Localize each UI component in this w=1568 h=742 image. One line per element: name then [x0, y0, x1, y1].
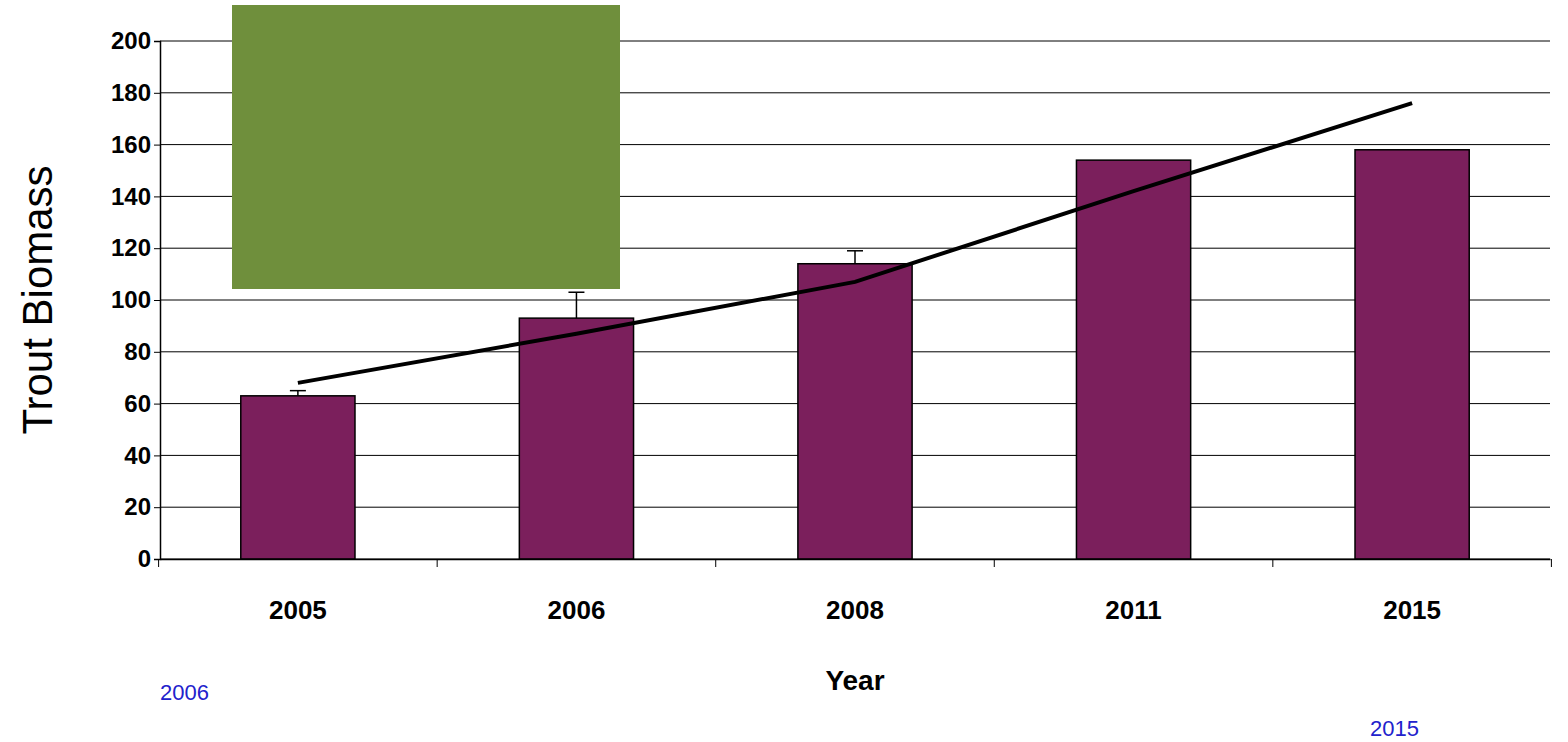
y-tick-label: 60 [124, 390, 151, 417]
x-axis-title: Year [825, 665, 884, 696]
error-whisker [297, 391, 299, 396]
x-separator [1551, 559, 1552, 567]
x-separator [437, 559, 438, 567]
x-tick: 2008 [826, 559, 884, 625]
y-tick: 120 [111, 234, 160, 261]
y-tick: 200 [111, 27, 160, 54]
x-tick-label: 2011 [1105, 595, 1161, 625]
y-tick: 60 [124, 390, 160, 417]
chart: 0204060801001201401601802002005200620082… [0, 0, 1568, 742]
y-tick: 100 [111, 286, 160, 313]
y-tick: 80 [124, 338, 160, 365]
x-tick-label: 2005 [269, 595, 327, 625]
y-tick-mark [154, 352, 160, 353]
y-tick-label: 80 [124, 338, 151, 365]
bar [1076, 160, 1190, 559]
x-tick: 2005 [269, 559, 327, 625]
y-tick-label: 20 [124, 493, 151, 520]
y-axis-title: Trout Biomass [14, 165, 61, 434]
x-tick-label: 2008 [826, 595, 884, 625]
annotation: 2015 [1370, 716, 1419, 741]
error-bars [290, 251, 863, 396]
bar [241, 396, 355, 559]
x-separators [159, 559, 1552, 567]
bars [241, 150, 1469, 559]
error-whisker [576, 292, 578, 318]
y-tick-label: 0 [138, 545, 151, 572]
y-axis-line [154, 42, 161, 560]
y-tick-label: 40 [124, 442, 151, 469]
y-tick: 40 [124, 442, 160, 469]
y-tick-label: 140 [111, 183, 151, 210]
marks [241, 103, 1469, 559]
x-tick: 2011 [1105, 559, 1161, 625]
trend-line [298, 103, 1412, 383]
bar [798, 264, 912, 559]
y-tick-label: 120 [111, 234, 151, 261]
x-tick: 2015 [1383, 559, 1441, 625]
y-tick-mark [154, 196, 160, 197]
plot: 0204060801001201401601802002005200620082… [111, 5, 1551, 625]
y-tick-mark [154, 248, 160, 249]
y-tick-mark [154, 404, 160, 405]
annotation: 2006 [160, 680, 209, 705]
x-separator [715, 559, 716, 567]
x-separator [994, 559, 995, 567]
y-tick: 180 [111, 79, 160, 106]
y-tick-label: 180 [111, 79, 151, 106]
error-cap [847, 250, 863, 252]
error-bar [568, 292, 584, 318]
y-tick: 160 [111, 131, 160, 158]
error-cap [568, 291, 584, 293]
y-tick-mark [154, 93, 160, 94]
error-bar [847, 251, 863, 264]
x-separator [1272, 559, 1273, 567]
y-tick-label: 160 [111, 131, 151, 158]
y-axis: 0 20 40 60 80 100 120 140 160 180 200 [111, 27, 161, 572]
x-axis-line [161, 559, 1551, 561]
x-separator [158, 559, 159, 567]
y-tick-mark [154, 145, 160, 146]
bar [1355, 150, 1469, 559]
y-tick-mark [154, 41, 160, 42]
y-tick: 140 [111, 183, 160, 210]
error-bar [290, 391, 306, 396]
error-whisker [854, 251, 856, 264]
bar [519, 318, 633, 559]
photo [232, 5, 620, 289]
y-tick: 20 [124, 493, 160, 520]
y-tick-mark [154, 507, 160, 508]
y-tick-mark [154, 300, 160, 301]
y-tick-label: 200 [111, 27, 151, 54]
x-axis: 2005 2006 2008 2011 2015 [159, 559, 1552, 625]
y-tick: 0 [138, 545, 160, 572]
x-tick-label: 2006 [548, 595, 606, 625]
y-tick-mark [154, 455, 160, 456]
error-cap [290, 390, 306, 392]
x-tick-label: 2015 [1383, 595, 1441, 625]
y-tick-label: 100 [111, 286, 151, 313]
x-tick: 2006 [548, 559, 606, 625]
